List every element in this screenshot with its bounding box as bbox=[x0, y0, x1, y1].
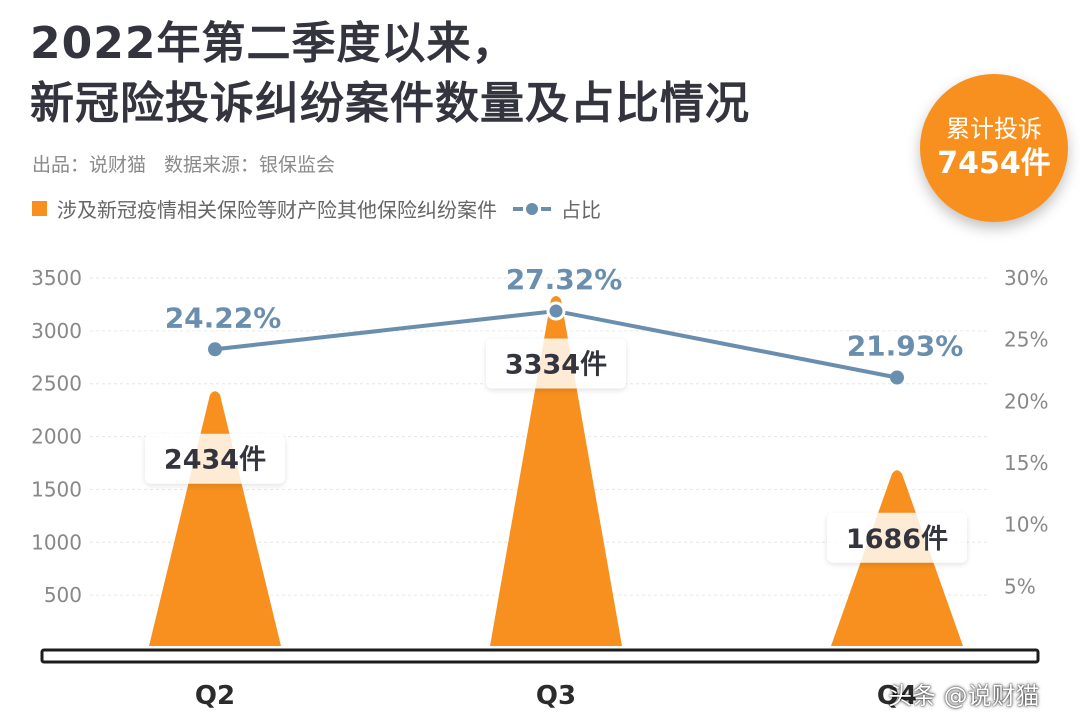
ratio-label-q4: 21.93% bbox=[847, 330, 964, 363]
bar-value-box bbox=[486, 338, 626, 389]
total-complaints-value: 7454件 bbox=[937, 146, 1051, 181]
ratio-point-q3 bbox=[546, 301, 566, 321]
left-axis-tick-label: 2500 bbox=[31, 372, 82, 396]
legend-line-swatch bbox=[513, 202, 551, 215]
bar-q2 bbox=[149, 391, 281, 646]
chart-title-line1: 2022年第二季度以来， bbox=[30, 18, 517, 69]
ratio-label-q3: 27.32% bbox=[506, 263, 623, 296]
ratio-point-q2 bbox=[208, 342, 222, 357]
right-axis-tick-label: 5% bbox=[1004, 574, 1036, 598]
bar-value-box bbox=[145, 433, 285, 484]
legend-line-label: 占比 bbox=[561, 198, 601, 222]
bar-value-label-q2: 2434件 bbox=[164, 445, 266, 476]
source-line: 出品：说财猫 数据来源：银保监会 bbox=[32, 150, 335, 177]
left-axis-tick-label: 3000 bbox=[31, 319, 82, 343]
left-axis-tick-label: 1500 bbox=[31, 477, 82, 501]
x-axis-label-q4: Q4 bbox=[877, 681, 917, 711]
x-axis-label-q3: Q3 bbox=[536, 681, 576, 711]
total-complaints-label: 累计投诉 bbox=[946, 115, 1042, 143]
x-axis-label-q2: Q2 bbox=[195, 681, 235, 711]
watermark: 头条 @说财猫 bbox=[888, 682, 1040, 710]
right-axis-tick-label: 10% bbox=[1004, 513, 1048, 537]
chart-title-line2: 新冠险投诉纠纷案件数量及占比情况 bbox=[30, 78, 750, 129]
left-axis-tick-label: 500 bbox=[44, 583, 82, 607]
x-axis-baseline bbox=[40, 648, 1040, 664]
data-source-text: 数据来源：银保监会 bbox=[164, 154, 336, 176]
left-axis-tick-label: 3500 bbox=[31, 266, 82, 290]
bar-value-label-q3: 3334件 bbox=[505, 350, 607, 381]
bar-q3 bbox=[490, 296, 622, 646]
right-axis-tick-label: 30% bbox=[1004, 266, 1048, 290]
bar-value-label-q4: 1686件 bbox=[846, 524, 948, 555]
chart-legend: 涉及新冠疫情相关保险等财产险其他保险纠纷案件 占比 bbox=[32, 194, 601, 223]
ratio-label-q2: 24.22% bbox=[165, 301, 282, 334]
right-axis-tick-label: 20% bbox=[1004, 389, 1048, 413]
right-axis-tick-label: 25% bbox=[1004, 328, 1048, 352]
legend-bar-swatch bbox=[32, 201, 47, 216]
total-complaints-badge: 累计投诉 7454件 bbox=[920, 74, 1068, 222]
chart-title: 2022年第二季度以来， 新冠险投诉纠纷案件数量及占比情况 bbox=[30, 14, 750, 134]
right-axis-tick-label: 15% bbox=[1004, 451, 1048, 475]
ratio-point-q4 bbox=[890, 370, 904, 385]
producer-text: 出品：说财猫 bbox=[32, 154, 147, 176]
left-axis-tick-label: 1000 bbox=[31, 530, 82, 554]
bar-value-box bbox=[827, 512, 967, 563]
legend-bar-label: 涉及新冠疫情相关保险等财产险其他保险纠纷案件 bbox=[57, 198, 497, 222]
left-axis-tick-label: 2000 bbox=[31, 425, 82, 449]
